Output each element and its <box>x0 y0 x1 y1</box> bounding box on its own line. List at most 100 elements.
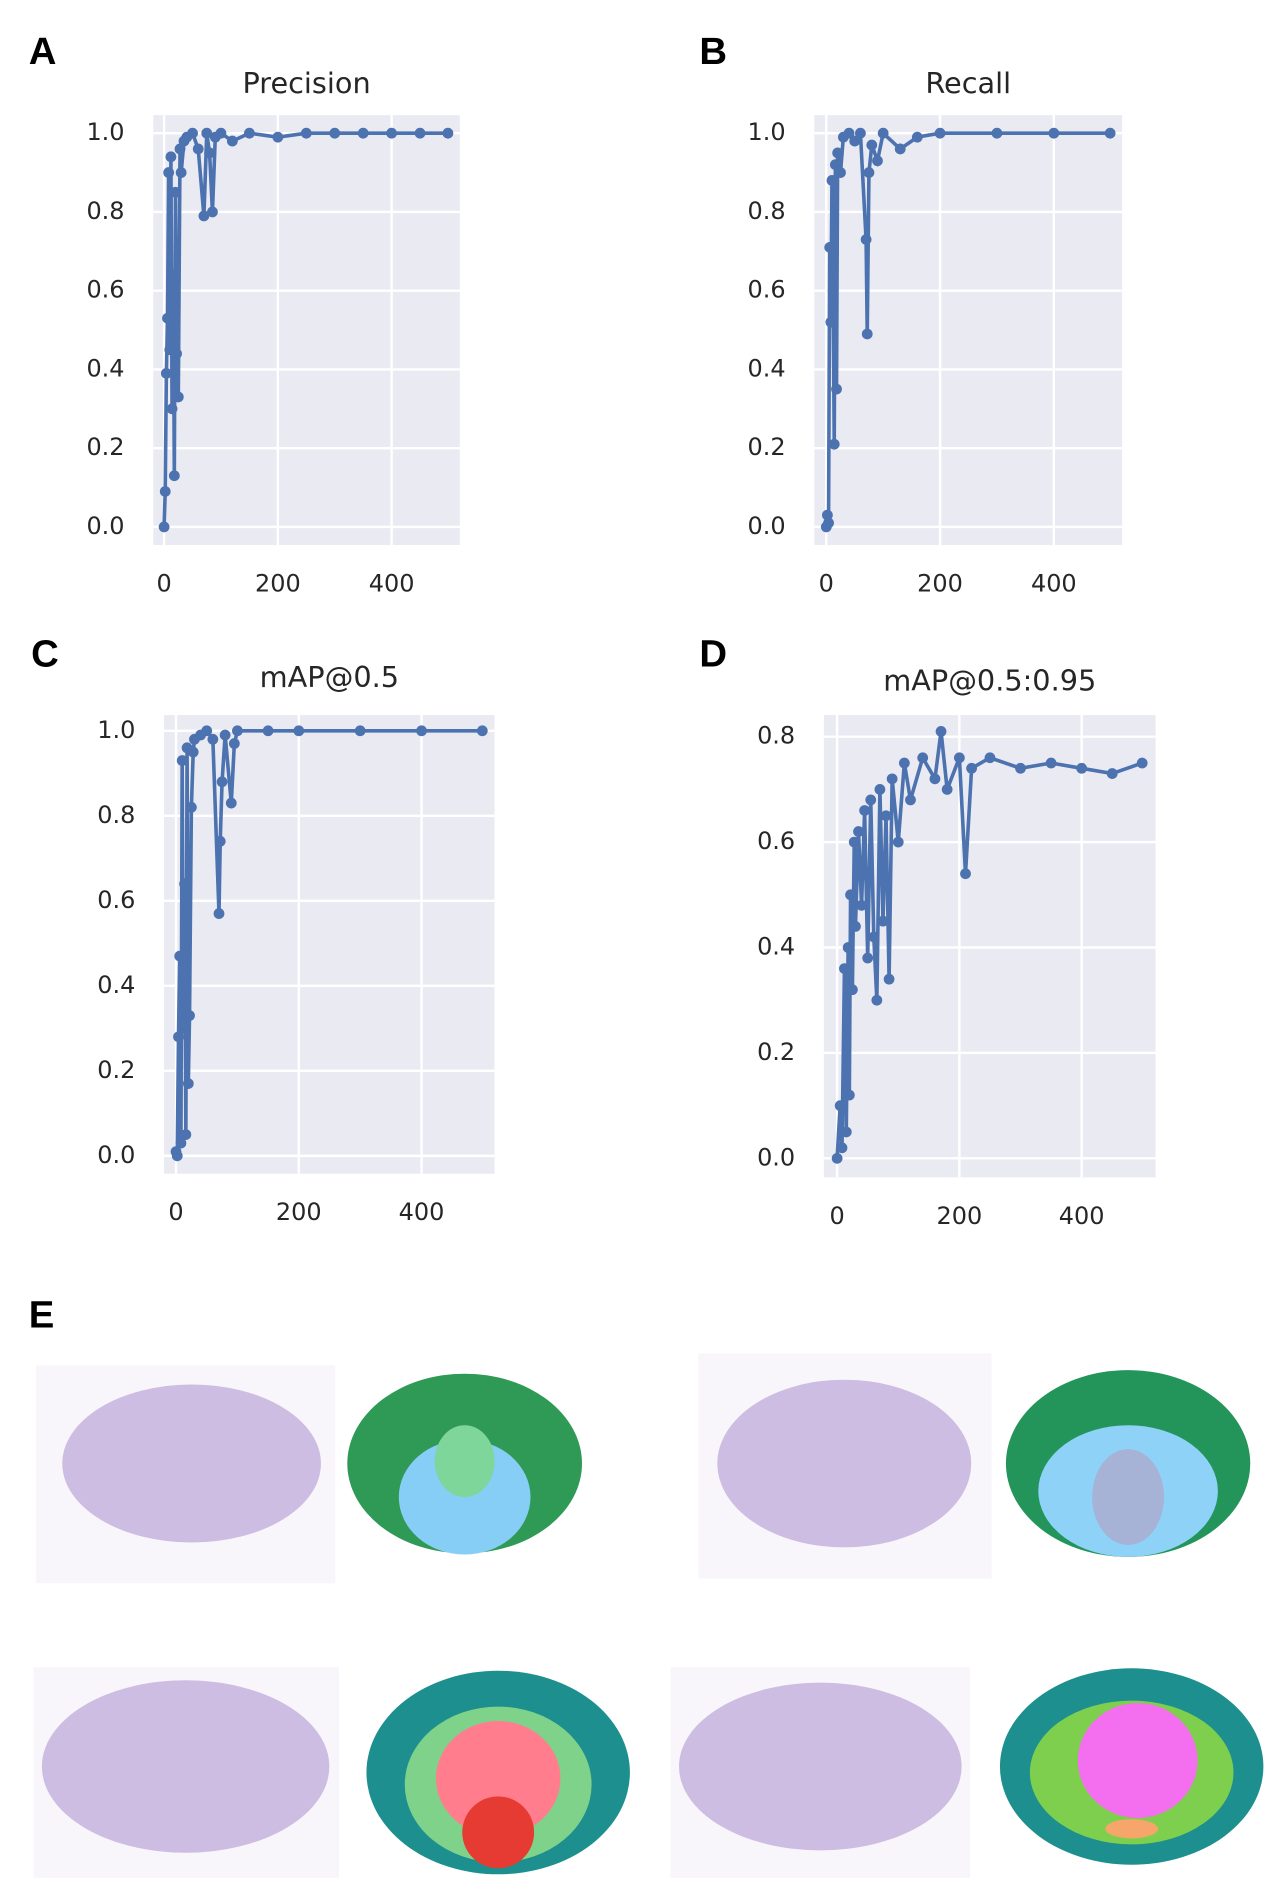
panel-e-images: E <box>29 1294 1264 1878</box>
data-point <box>226 135 238 147</box>
data-point <box>877 127 889 139</box>
y-tick-label: 0.0 <box>97 1141 135 1169</box>
y-tick-label: 1.0 <box>86 118 124 146</box>
chart: A Precision 0.0 0.2 0.4 0.6 0.8 1.0 0 200 400 <box>29 30 460 598</box>
plot-area <box>814 115 1123 546</box>
histology-section <box>62 1384 321 1543</box>
data-point <box>175 1137 187 1149</box>
data-point <box>868 931 880 943</box>
panel-label: D <box>699 633 727 676</box>
y-tick-label: 0.6 <box>757 827 795 855</box>
chart-title: Precision <box>242 66 370 100</box>
data-point <box>934 127 946 139</box>
data-point <box>213 908 225 919</box>
y-tick-label: 0.2 <box>97 1056 135 1084</box>
data-point <box>162 312 173 324</box>
data-point <box>214 835 226 847</box>
data-point <box>166 403 178 415</box>
data-point <box>984 752 996 764</box>
atlas-region <box>1092 1449 1165 1545</box>
data-point <box>159 486 171 497</box>
x-tick-label: 0 <box>819 570 834 598</box>
data-point <box>272 131 284 143</box>
data-point <box>165 151 177 163</box>
data-point <box>158 521 170 533</box>
x-tick-label: 0 <box>168 1198 183 1226</box>
data-point <box>414 127 426 139</box>
data-point <box>228 738 240 749</box>
data-point <box>836 1142 848 1154</box>
y-tick-label: 0.4 <box>748 354 786 382</box>
data-point <box>1048 127 1060 139</box>
data-point <box>168 470 180 482</box>
data-point <box>354 725 366 737</box>
data-point <box>187 127 198 139</box>
y-tick-label: 0.0 <box>757 1143 795 1171</box>
data-point <box>874 783 886 795</box>
data-point <box>293 725 305 737</box>
data-point <box>855 127 866 139</box>
data-point <box>843 1089 855 1101</box>
y-tick-label: 1.0 <box>748 118 786 146</box>
data-point <box>1136 757 1148 769</box>
y-tick-label: 0.8 <box>757 722 795 750</box>
data-point <box>866 139 878 151</box>
data-point <box>198 210 210 222</box>
panel-label: B <box>699 30 727 73</box>
data-point <box>941 783 953 795</box>
data-point <box>180 1129 192 1141</box>
data-point <box>416 725 427 737</box>
y-tick-label: 0.2 <box>757 1038 795 1066</box>
x-tick-label: 200 <box>255 570 301 598</box>
data-point <box>184 1010 195 1021</box>
x-tick-label: 0 <box>156 570 171 598</box>
x-tick-label: 200 <box>276 1198 322 1226</box>
data-point <box>824 241 836 253</box>
data-point <box>262 725 274 737</box>
data-point <box>357 127 369 139</box>
data-point <box>825 316 837 328</box>
panel-label: E <box>29 1294 55 1337</box>
y-tick-label: 0.0 <box>86 512 124 540</box>
data-point <box>862 952 874 964</box>
data-point <box>991 127 1003 139</box>
data-point <box>894 143 906 155</box>
data-point <box>1106 768 1118 779</box>
data-point <box>849 135 861 147</box>
data-point <box>960 868 971 880</box>
data-point <box>827 285 839 297</box>
data-point <box>216 776 228 788</box>
y-tick-label: 0.6 <box>748 276 786 304</box>
data-point <box>826 175 838 186</box>
x-tick-label: 400 <box>1031 570 1077 598</box>
data-point <box>892 836 904 848</box>
data-point <box>861 328 873 340</box>
y-tick-label: 1.0 <box>97 716 135 744</box>
data-point <box>225 797 237 809</box>
data-point <box>329 127 341 139</box>
chart-title: mAP@0.5:0.95 <box>883 664 1096 698</box>
data-point <box>192 143 204 155</box>
data-point <box>856 899 867 911</box>
x-tick-label: 400 <box>1059 1202 1105 1230</box>
data-point <box>244 127 255 139</box>
data-point <box>828 438 840 450</box>
data-point <box>171 1150 183 1162</box>
histology-section <box>679 1682 962 1851</box>
y-tick-label: 0.6 <box>97 886 135 914</box>
data-point <box>880 810 892 822</box>
data-point <box>476 725 488 737</box>
data-point <box>871 994 883 1006</box>
atlas-region <box>1077 1703 1198 1818</box>
data-point <box>860 234 872 245</box>
data-point <box>170 186 181 198</box>
chart-title: Recall <box>925 66 1011 100</box>
data-point <box>859 805 871 816</box>
data-point <box>842 942 854 953</box>
data-point <box>201 127 213 139</box>
data-point <box>845 889 856 901</box>
data-point <box>215 127 227 139</box>
atlas-region <box>462 1796 535 1869</box>
